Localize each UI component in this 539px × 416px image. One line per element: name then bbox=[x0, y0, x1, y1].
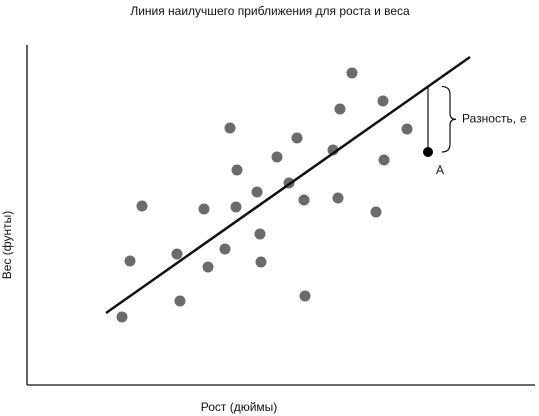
point bbox=[401, 123, 413, 135]
x-axis-label: Рост (дюймы) bbox=[201, 400, 278, 414]
point bbox=[202, 261, 214, 273]
point bbox=[171, 248, 183, 260]
point bbox=[370, 206, 382, 218]
point bbox=[271, 151, 283, 163]
point bbox=[174, 295, 186, 307]
point bbox=[378, 154, 390, 166]
point bbox=[298, 194, 310, 206]
point bbox=[231, 164, 243, 176]
point bbox=[377, 95, 389, 107]
residual-label-text: Разность, bbox=[462, 111, 516, 125]
chart-title: Линия наилучшего приближения для роста и… bbox=[130, 4, 410, 18]
brace bbox=[441, 85, 457, 153]
fit-line bbox=[105, 55, 471, 315]
point bbox=[219, 243, 231, 255]
point bbox=[254, 228, 266, 240]
point bbox=[346, 67, 358, 79]
point bbox=[136, 200, 148, 212]
point bbox=[332, 192, 344, 204]
point bbox=[251, 186, 263, 198]
point bbox=[334, 103, 346, 115]
point bbox=[198, 203, 210, 215]
point-label: A bbox=[436, 163, 444, 177]
point bbox=[116, 311, 128, 323]
point bbox=[255, 256, 267, 268]
point bbox=[230, 201, 242, 213]
point bbox=[224, 122, 236, 134]
y-axis-label: Вес (фунты) bbox=[0, 211, 14, 280]
highlight-point bbox=[423, 147, 433, 157]
point bbox=[124, 255, 136, 267]
residual-label: Разность, e bbox=[462, 111, 527, 125]
residual-symbol: e bbox=[520, 111, 527, 125]
point bbox=[291, 132, 303, 144]
point bbox=[299, 290, 311, 302]
